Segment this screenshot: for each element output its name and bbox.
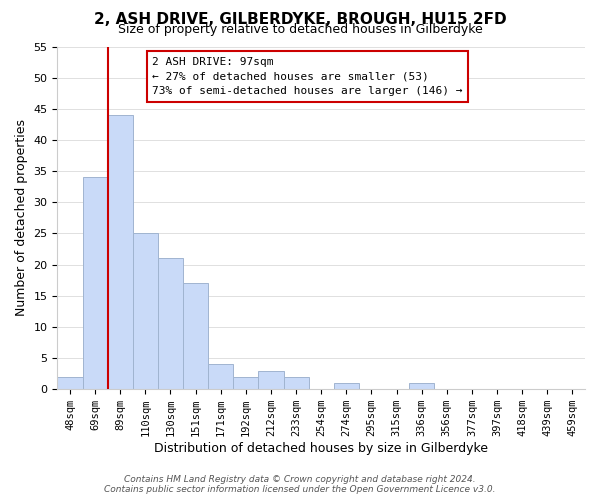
- Text: 2 ASH DRIVE: 97sqm
← 27% of detached houses are smaller (53)
73% of semi-detache: 2 ASH DRIVE: 97sqm ← 27% of detached hou…: [152, 57, 463, 96]
- Bar: [158, 258, 183, 389]
- Bar: [284, 377, 308, 389]
- Bar: [133, 234, 158, 389]
- X-axis label: Distribution of detached houses by size in Gilberdyke: Distribution of detached houses by size …: [154, 442, 488, 455]
- Bar: [183, 284, 208, 389]
- Bar: [233, 377, 259, 389]
- Text: Size of property relative to detached houses in Gilberdyke: Size of property relative to detached ho…: [118, 24, 482, 36]
- Bar: [58, 377, 83, 389]
- Text: 2, ASH DRIVE, GILBERDYKE, BROUGH, HU15 2FD: 2, ASH DRIVE, GILBERDYKE, BROUGH, HU15 2…: [94, 12, 506, 26]
- Bar: [83, 178, 107, 389]
- Y-axis label: Number of detached properties: Number of detached properties: [15, 120, 28, 316]
- Bar: [334, 383, 359, 389]
- Bar: [409, 383, 434, 389]
- Bar: [208, 364, 233, 389]
- Bar: [259, 370, 284, 389]
- Text: Contains HM Land Registry data © Crown copyright and database right 2024.
Contai: Contains HM Land Registry data © Crown c…: [104, 474, 496, 494]
- Bar: [107, 115, 133, 389]
